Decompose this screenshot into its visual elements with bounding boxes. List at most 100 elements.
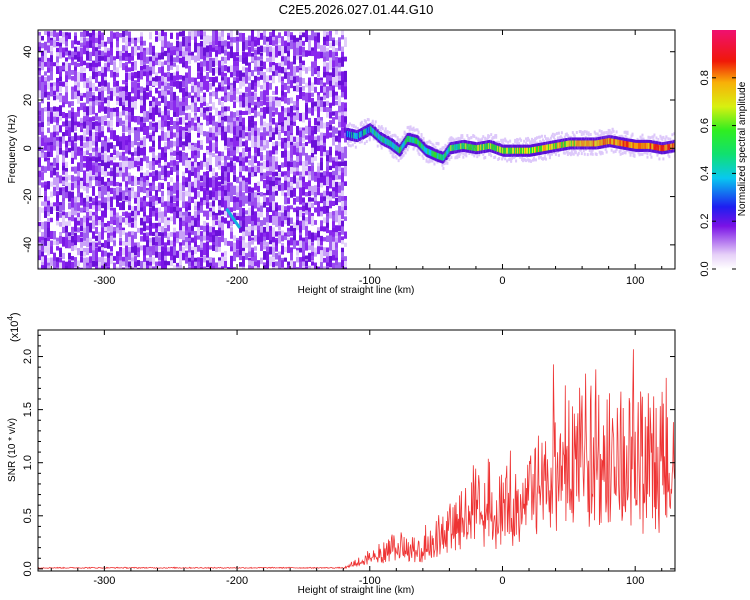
noise-cell xyxy=(206,45,209,56)
noise-cell xyxy=(128,130,131,136)
noise-cell xyxy=(104,210,107,218)
noise-cell xyxy=(65,261,68,269)
noise-cell xyxy=(77,180,80,190)
noise-cell xyxy=(272,227,275,238)
noise-cell xyxy=(272,176,275,183)
noise-cell xyxy=(182,111,185,116)
noise-cell xyxy=(152,81,155,86)
noise-cell xyxy=(143,232,146,242)
noise-cell xyxy=(62,132,65,140)
noise-cell xyxy=(173,206,176,216)
noise-cell xyxy=(104,226,107,232)
noise-cell xyxy=(98,105,101,113)
noise-cell xyxy=(101,176,104,185)
noise-cell xyxy=(140,126,143,132)
noise-cell xyxy=(212,40,215,48)
noise-cell xyxy=(218,36,221,43)
noise-cell xyxy=(107,252,110,263)
noise-cell xyxy=(335,95,338,100)
signal-halo-cell xyxy=(367,118,370,122)
noise-cell xyxy=(53,260,56,269)
noise-cell xyxy=(239,160,242,169)
noise-cell xyxy=(206,121,209,126)
noise-cell xyxy=(215,76,218,83)
noise-cell xyxy=(65,75,68,84)
noise-cell xyxy=(200,182,203,187)
noise-cell xyxy=(194,230,197,240)
noise-cell xyxy=(209,45,212,53)
noise-cell xyxy=(260,70,263,77)
noise-cell xyxy=(185,207,188,216)
noise-cell xyxy=(254,147,257,154)
noise-cell xyxy=(341,230,344,235)
noise-cell xyxy=(149,172,152,177)
noise-cell xyxy=(305,242,308,251)
noise-cell xyxy=(215,67,218,74)
noise-cell xyxy=(167,115,170,121)
noise-cell xyxy=(302,176,305,186)
noise-cell xyxy=(221,230,224,237)
noise-cell xyxy=(203,101,206,106)
noise-cell xyxy=(128,216,131,225)
noise-cell xyxy=(230,65,233,76)
noise-cell xyxy=(62,65,65,70)
noise-cell xyxy=(227,106,230,112)
signal-halo-cell xyxy=(546,152,549,156)
noise-cell xyxy=(119,162,122,172)
signal-halo-cell xyxy=(621,151,624,155)
signal-halo-cell xyxy=(437,142,440,146)
noise-cell xyxy=(203,200,206,205)
signal-halo-cell xyxy=(417,151,420,155)
noise-cell xyxy=(110,160,113,166)
noise-cell xyxy=(41,107,44,118)
noise-cell xyxy=(83,81,86,88)
noise-cell xyxy=(332,71,335,80)
noise-cell xyxy=(236,192,239,201)
noise-cell xyxy=(89,196,92,202)
noise-cell xyxy=(152,101,155,112)
noise-cell xyxy=(203,161,206,167)
noise-cell xyxy=(125,266,128,269)
noise-cell xyxy=(326,206,329,214)
noise-cell xyxy=(323,206,326,214)
noise-cell xyxy=(197,245,200,252)
noise-cell xyxy=(221,172,224,181)
noise-cell xyxy=(275,161,278,170)
noise-cell xyxy=(281,126,284,134)
noise-cell xyxy=(254,266,257,269)
noise-cell xyxy=(131,152,134,159)
noise-cell xyxy=(242,161,245,168)
signal-halo-cell xyxy=(607,131,610,135)
noise-cell xyxy=(125,100,128,107)
noise-cell xyxy=(203,255,206,263)
noise-cell xyxy=(317,177,320,188)
noise-cell xyxy=(179,230,182,240)
noise-cell xyxy=(197,180,200,190)
noise-cell xyxy=(269,215,272,223)
noise-cell xyxy=(233,71,236,77)
noise-cell xyxy=(239,200,242,208)
noise-cell xyxy=(245,67,248,73)
noise-cell xyxy=(200,50,203,60)
noise-cell xyxy=(314,41,317,48)
noise-cell xyxy=(92,201,95,207)
noise-cell xyxy=(269,195,272,206)
noise-cell xyxy=(311,107,314,116)
noise-cell xyxy=(143,196,146,205)
noise-cell xyxy=(311,50,314,57)
noise-cell xyxy=(92,231,95,239)
noise-cell xyxy=(233,126,236,132)
noise-cell xyxy=(239,95,242,103)
signal-halo-cell xyxy=(619,152,622,156)
noise-cell xyxy=(167,201,170,207)
noise-cell xyxy=(269,190,272,196)
noise-cell xyxy=(317,77,320,85)
noise-cell xyxy=(65,35,68,44)
noise-cell xyxy=(122,125,125,132)
noise-cell xyxy=(218,176,221,181)
noise-cell xyxy=(56,66,59,75)
noise-cell xyxy=(158,217,161,226)
noise-cell xyxy=(101,170,104,176)
noise-cell xyxy=(77,90,80,98)
noise-cell xyxy=(155,195,158,202)
